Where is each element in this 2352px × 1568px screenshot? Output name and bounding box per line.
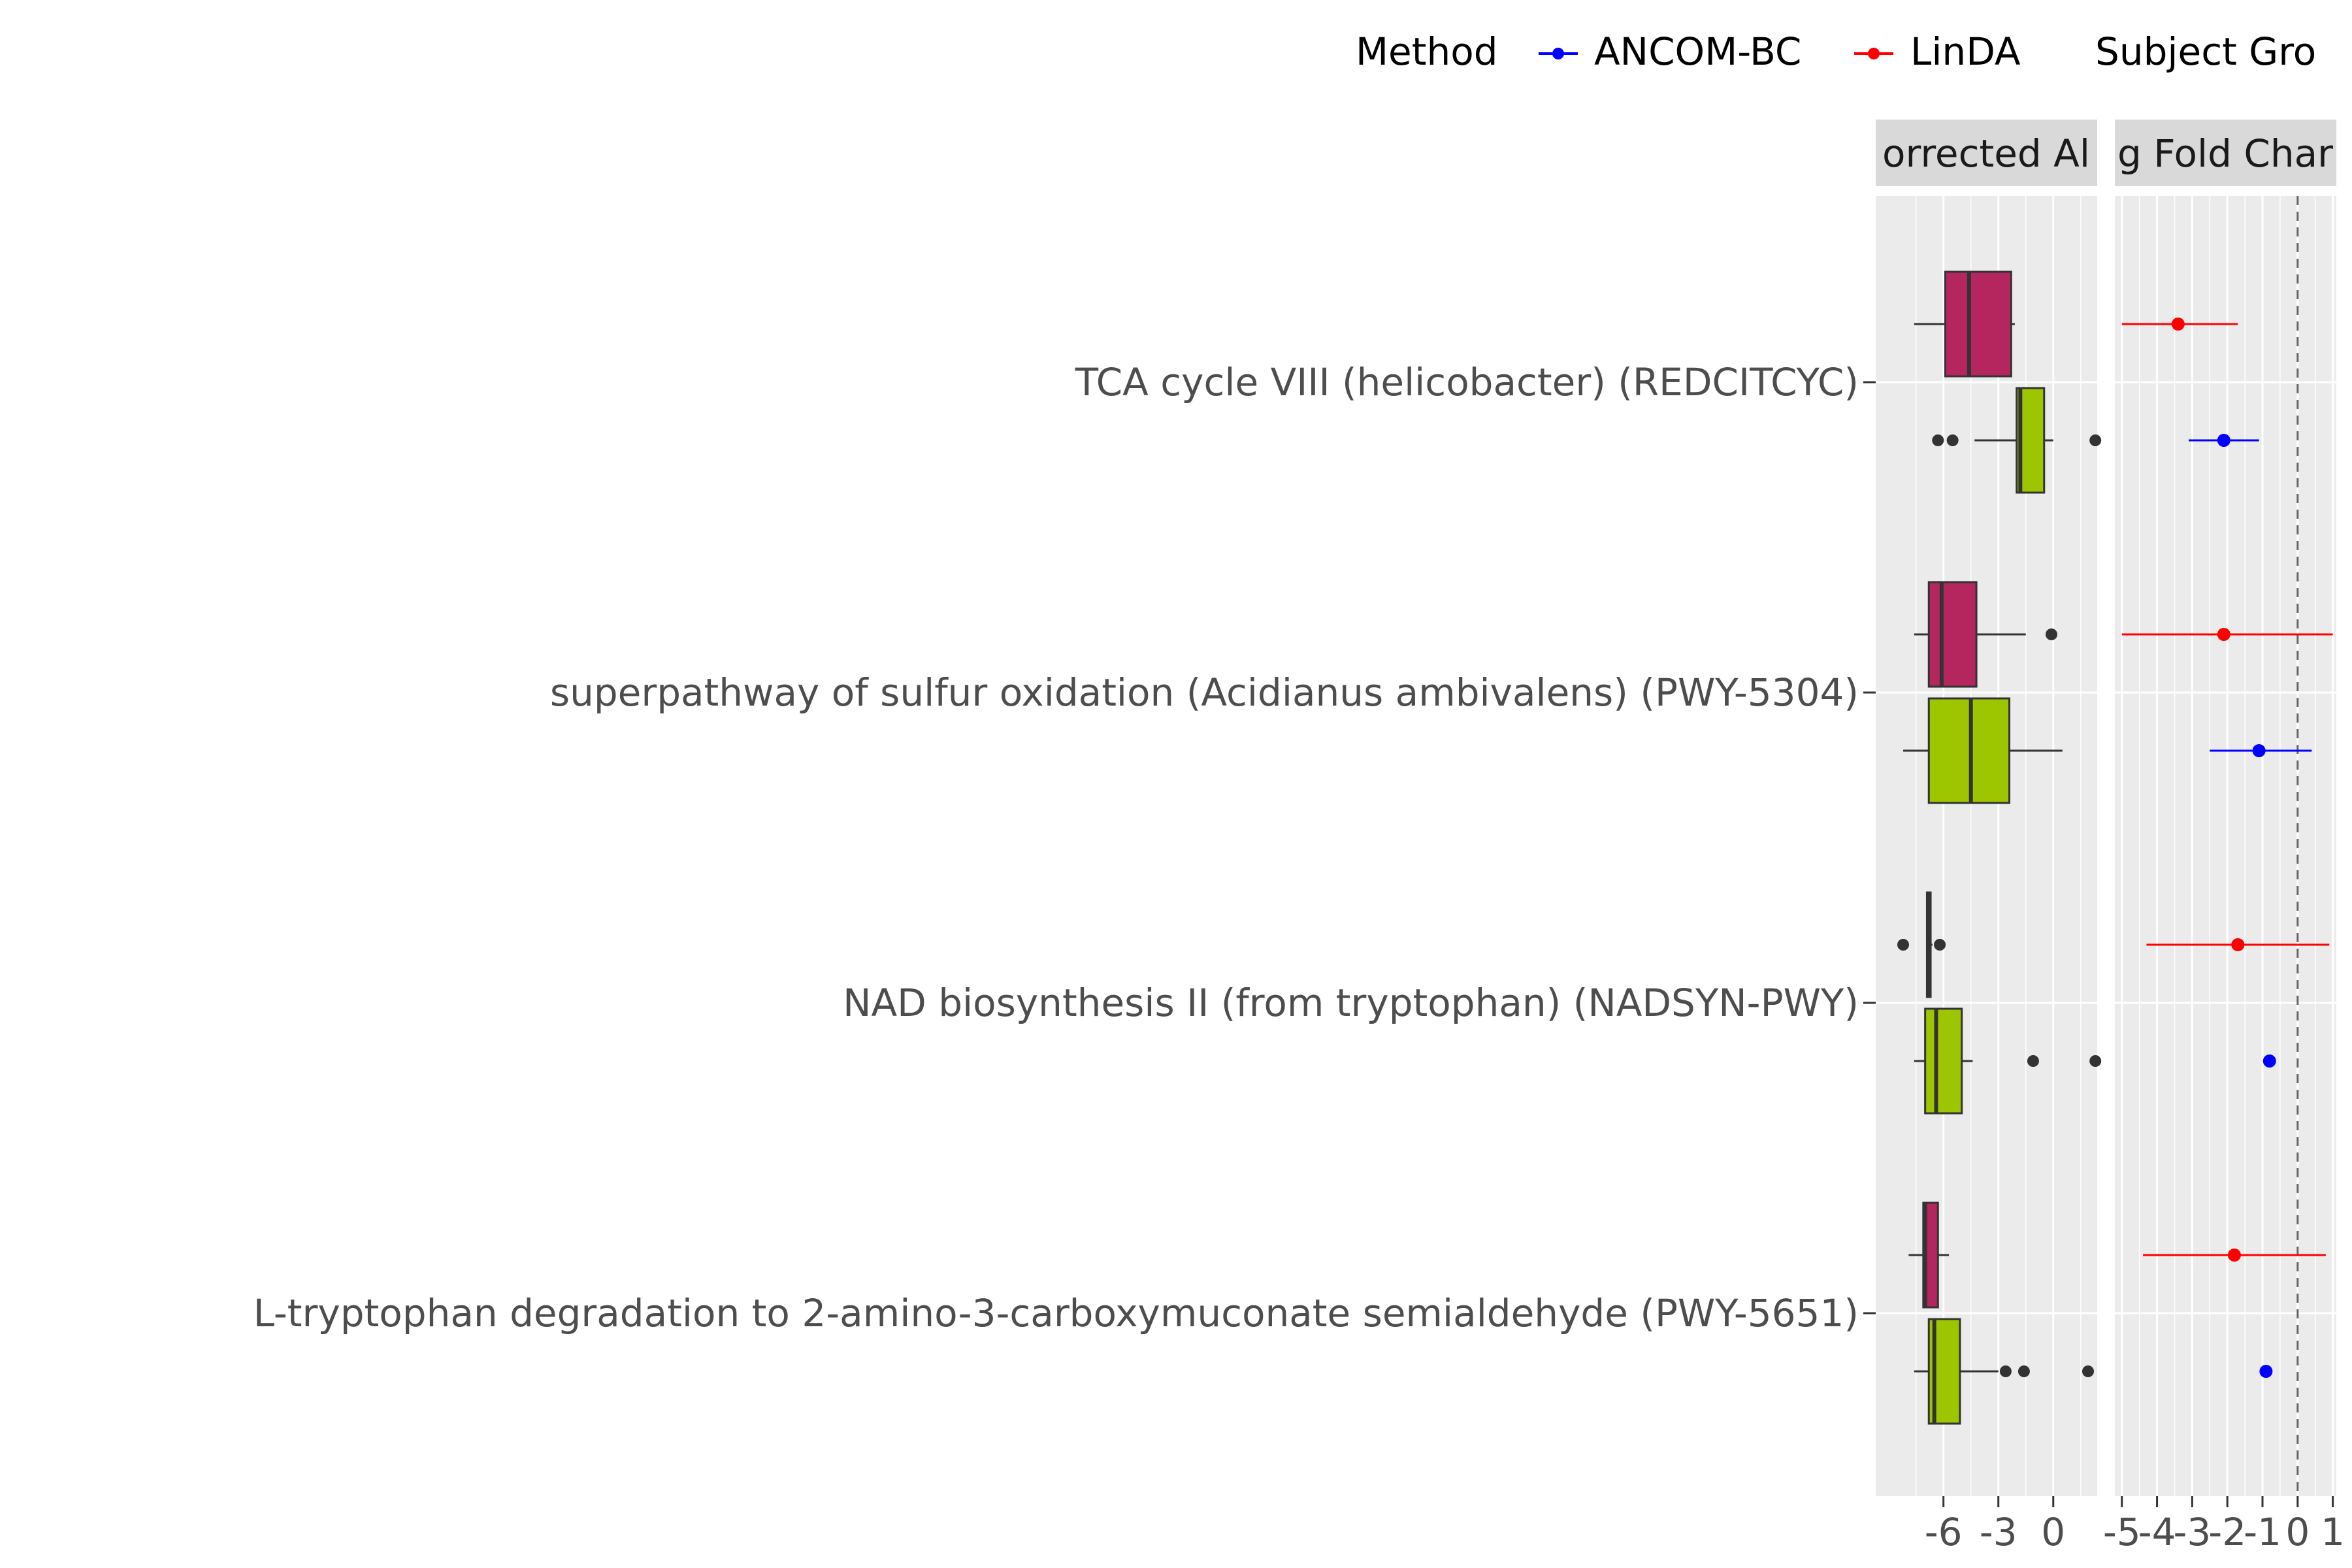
legend-key-linda-dot — [1868, 48, 1880, 59]
boxplot-group-b — [1932, 387, 2102, 494]
panel-right-background — [2115, 196, 2336, 1496]
pathway-label: L-tryptophan degradation to 2-amino-3-ca… — [253, 1291, 1859, 1335]
x-tick-label: -1 — [2244, 1510, 2281, 1554]
x-tick-label: -5 — [2103, 1510, 2141, 1554]
box — [1924, 1007, 1963, 1115]
estimate-linda — [2146, 938, 2330, 951]
estimate-ancom-bc — [2262, 1054, 2276, 1068]
outlier-point — [2089, 1055, 2102, 1067]
pathway-label: NAD biosynthesis II (from tryptophan) (N… — [843, 981, 1859, 1025]
legend-key-ancom-bc-dot — [1552, 48, 1564, 59]
estimate-point — [2217, 628, 2230, 641]
estimate-point — [2262, 1054, 2276, 1068]
estimate-point — [2259, 1365, 2273, 1378]
outlier-point — [1897, 939, 1910, 951]
boxplot-group-b — [1903, 697, 2063, 804]
outlier-point — [2089, 434, 2102, 446]
boxplot-group-b — [1914, 1007, 2102, 1115]
outlier-point — [1934, 939, 1946, 951]
estimate-point — [2171, 318, 2185, 331]
x-tick-label: -6 — [1925, 1510, 1963, 1554]
strip-label-left: orrected Al — [1882, 131, 2090, 176]
estimate-point — [2227, 1249, 2241, 1262]
legend-label-ancom-bc: ANCOM-BC — [1594, 29, 1801, 74]
outlier-point — [2082, 1365, 2094, 1377]
box — [1927, 581, 1978, 688]
x-tick-label: 1 — [2321, 1510, 2345, 1554]
estimate-point — [2231, 938, 2245, 951]
x-tick-label: -3 — [2173, 1510, 2211, 1554]
boxplot-marks — [1897, 270, 2102, 1425]
estimate-linda — [2143, 1249, 2326, 1262]
pathway-label: superpathway of sulfur oxidation (Acidia… — [550, 670, 1859, 715]
estimate-ancom-bc — [2259, 1365, 2273, 1378]
pathway-labels: TCA cycle VIII (helicobacter) (REDCITCYC… — [253, 360, 1876, 1335]
estimate-marks — [2121, 196, 2333, 1496]
x-tick-label: 0 — [2285, 1510, 2310, 1554]
outlier-point — [2027, 1055, 2039, 1067]
outlier-point — [2017, 1365, 2030, 1377]
legend-label-linda: LinDA — [1910, 29, 2021, 74]
x-tick-label: -3 — [1980, 1510, 2017, 1554]
strip-left — [1876, 120, 2097, 186]
estimate-point — [2252, 744, 2266, 757]
x-tick-label: -2 — [2208, 1510, 2246, 1554]
box — [1944, 270, 2012, 378]
legend: Method ANCOM-BC LinDA Subject Gro — [1356, 29, 2316, 74]
boxplot-group-b — [1914, 1318, 2094, 1425]
estimate-linda — [2121, 318, 2238, 331]
outlier-point — [1946, 434, 1959, 446]
outlier-point — [1932, 434, 1944, 446]
boxplot-group-a — [1897, 891, 1946, 998]
legend-method-title: Method — [1356, 29, 1498, 74]
outlier-point — [2045, 629, 2057, 640]
outlier-point — [1999, 1365, 2012, 1377]
boxplot-group-a — [1914, 270, 2015, 378]
strip-label-right: g Fold Char — [2117, 131, 2333, 176]
estimate-ancom-bc — [2210, 744, 2312, 757]
x-axis-left: -6 -3 0 — [1925, 1496, 2065, 1554]
strip-right — [2115, 120, 2336, 186]
boxplot-group-a — [1908, 1201, 1950, 1309]
x-tick-label: -4 — [2138, 1510, 2176, 1554]
panel-left-background — [1876, 196, 2097, 1496]
boxplot-group-a — [1914, 581, 2057, 688]
estimate-point — [2217, 434, 2230, 447]
x-axis-right: -5-4-3-2-1 0 1 — [2103, 1496, 2345, 1554]
legend-group-title: Subject Gro — [2095, 29, 2316, 74]
x-tick-label: 0 — [2041, 1510, 2065, 1554]
pathway-label: TCA cycle VIII (helicobacter) (REDCITCYC… — [1075, 360, 1859, 404]
estimate-ancom-bc — [2189, 434, 2259, 447]
estimate-linda — [2121, 628, 2333, 641]
